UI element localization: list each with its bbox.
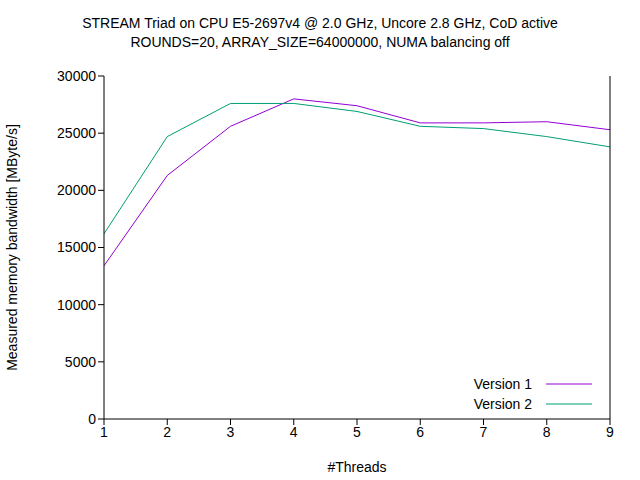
svg-text:20000: 20000 <box>57 182 96 198</box>
svg-text:7: 7 <box>480 424 488 440</box>
svg-text:6: 6 <box>416 424 424 440</box>
svg-text:30000: 30000 <box>57 68 96 84</box>
svg-text:10000: 10000 <box>57 297 96 313</box>
html-text:STREAM Triad on CPU E5-2697v4: STREAM Triad on CPU E5-2697v4 @ 2.0 GHz,… <box>82 15 558 31</box>
svg-text:0: 0 <box>88 411 96 427</box>
svg-text:8: 8 <box>543 424 551 440</box>
svg-text:2: 2 <box>163 424 171 440</box>
svg-text:1: 1 <box>100 424 108 440</box>
svg-text:25000: 25000 <box>57 125 96 141</box>
svg-text:#Threads: #Threads <box>327 459 386 475</box>
svg-text:3: 3 <box>227 424 235 440</box>
svg-text:15000: 15000 <box>57 239 96 255</box>
html-text:Version 1: Version 1 <box>473 376 532 392</box>
svg-text:9: 9 <box>606 424 614 440</box>
svg-text:5000: 5000 <box>65 354 96 370</box>
html-text:Version 2: Version 2 <box>473 396 532 412</box>
html-text:ROUNDS=20, ARRAY_SIZE=64000000: ROUNDS=20, ARRAY_SIZE=64000000, NUMA bal… <box>130 34 510 50</box>
svg-text:Measured memory bandwidth [MBy: Measured memory bandwidth [MByte/s] <box>8 124 20 371</box>
svg-text:4: 4 <box>290 424 298 440</box>
svg-text:5: 5 <box>353 424 361 440</box>
